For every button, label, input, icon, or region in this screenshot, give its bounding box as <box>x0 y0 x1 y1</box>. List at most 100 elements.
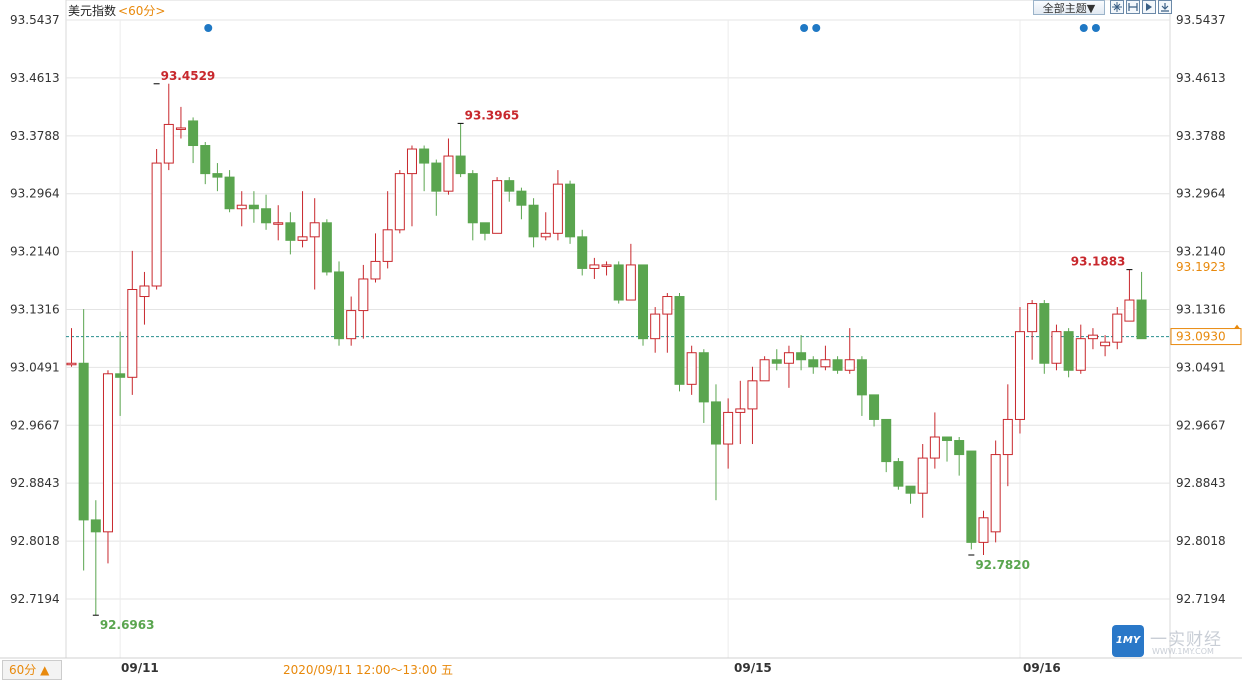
candle <box>1039 300 1050 374</box>
period-button[interactable]: 60分 ▲ <box>2 660 62 680</box>
candle-body <box>1002 418 1013 456</box>
price-annotations: 93.4529 92.6963 93.3965 92.7820 93.1883 <box>92 69 1133 632</box>
range-icon[interactable] <box>1126 0 1140 14</box>
candle <box>224 170 235 213</box>
current-price-label: 93.0930 <box>1176 330 1226 344</box>
y-tick-label-right: 93.2964 <box>1176 187 1226 201</box>
candle <box>698 349 709 423</box>
current-price-line: 93.0930 93.1923 <box>66 258 1242 346</box>
candle-body <box>735 408 746 413</box>
candle <box>479 222 490 241</box>
candle <box>127 250 138 395</box>
candle-body <box>1136 299 1147 340</box>
watermark: 1MY 一实财经 WWW.1MY.COM <box>1112 625 1232 661</box>
candle-body <box>431 162 442 192</box>
y-tick-label-left: 92.8018 <box>10 534 60 548</box>
candle-body <box>650 313 661 340</box>
candle <box>236 191 247 227</box>
play-icon[interactable] <box>1142 0 1156 14</box>
candle <box>370 233 381 283</box>
candle-body <box>856 359 867 396</box>
candle <box>710 384 721 501</box>
candle <box>175 106 186 139</box>
candle-body <box>1087 334 1098 340</box>
annotation-label: 93.4529 <box>161 69 216 83</box>
candle-body <box>200 145 211 175</box>
candle <box>978 510 989 556</box>
candle-body <box>990 454 1001 533</box>
candle <box>735 380 746 445</box>
candle-body <box>406 148 417 175</box>
candle <box>394 170 405 234</box>
candle <box>321 219 332 276</box>
candle <box>759 356 770 382</box>
candle-body <box>443 155 454 192</box>
candle-body <box>127 289 138 378</box>
candle-body <box>151 162 162 287</box>
candle <box>942 436 953 462</box>
candle-body <box>881 418 892 463</box>
candle <box>820 345 831 371</box>
candle-body <box>224 176 235 210</box>
candle-body <box>1112 313 1123 343</box>
candle-body <box>1075 338 1086 371</box>
y-tick-label-left: 93.3788 <box>10 129 60 143</box>
candle <box>419 145 430 192</box>
candle <box>406 145 417 227</box>
candle-body <box>638 264 649 340</box>
candle <box>1124 269 1135 322</box>
candle-body <box>212 173 223 178</box>
candle <box>844 328 855 374</box>
candle <box>248 191 259 223</box>
crosshair-icon[interactable] <box>1110 0 1124 14</box>
y-tick-label-left: 93.2140 <box>10 245 60 259</box>
y-tick-label-right: 93.3788 <box>1176 129 1226 143</box>
candle <box>516 187 527 220</box>
candle-body <box>1014 331 1025 420</box>
candle <box>1075 324 1086 374</box>
candle-body <box>163 123 174 164</box>
y-tick-label-left: 93.4613 <box>10 71 60 85</box>
event-marker <box>1079 24 1088 32</box>
candle <box>1027 300 1038 360</box>
date-label: 09/15 <box>734 661 772 675</box>
candle <box>90 500 101 616</box>
candle <box>102 370 113 564</box>
candle-body <box>358 278 369 312</box>
candle-body <box>516 190 527 206</box>
candle <box>893 458 904 490</box>
candle <box>832 356 843 374</box>
candle-body <box>552 183 563 234</box>
theme-dropdown[interactable]: 全部主题▼ <box>1033 0 1105 15</box>
candle-body <box>492 180 503 234</box>
y-tick-label-right: 92.8843 <box>1176 476 1226 490</box>
y-tick-label-left: 93.2964 <box>10 187 60 201</box>
candle <box>747 366 758 445</box>
watermark-url: WWW.1MY.COM <box>1152 647 1214 656</box>
candle <box>163 83 174 171</box>
candle-body <box>455 155 466 175</box>
candle <box>358 264 369 339</box>
candle <box>662 293 673 353</box>
candle <box>1063 328 1074 378</box>
candle-body <box>759 359 770 382</box>
date-label: 09/16 <box>1023 661 1061 675</box>
y-tick-label-left: 92.8843 <box>10 476 60 490</box>
candle <box>455 123 466 178</box>
candle-body <box>565 183 576 238</box>
candle-body <box>90 519 101 533</box>
candle <box>929 412 940 469</box>
candle-body <box>297 236 308 241</box>
candle <box>1136 271 1147 340</box>
candle <box>881 418 892 473</box>
candle-body <box>467 173 478 224</box>
candle-body <box>747 380 758 410</box>
candle-body <box>698 352 709 403</box>
period-selector[interactable]: <60分> <box>118 4 166 18</box>
candle-body <box>188 120 199 147</box>
export-icon[interactable] <box>1158 0 1172 14</box>
y-tick-label-right: 93.0491 <box>1176 360 1226 374</box>
candle-body <box>954 440 965 456</box>
candle <box>990 440 1001 543</box>
annotation-label: 93.3965 <box>465 108 520 122</box>
